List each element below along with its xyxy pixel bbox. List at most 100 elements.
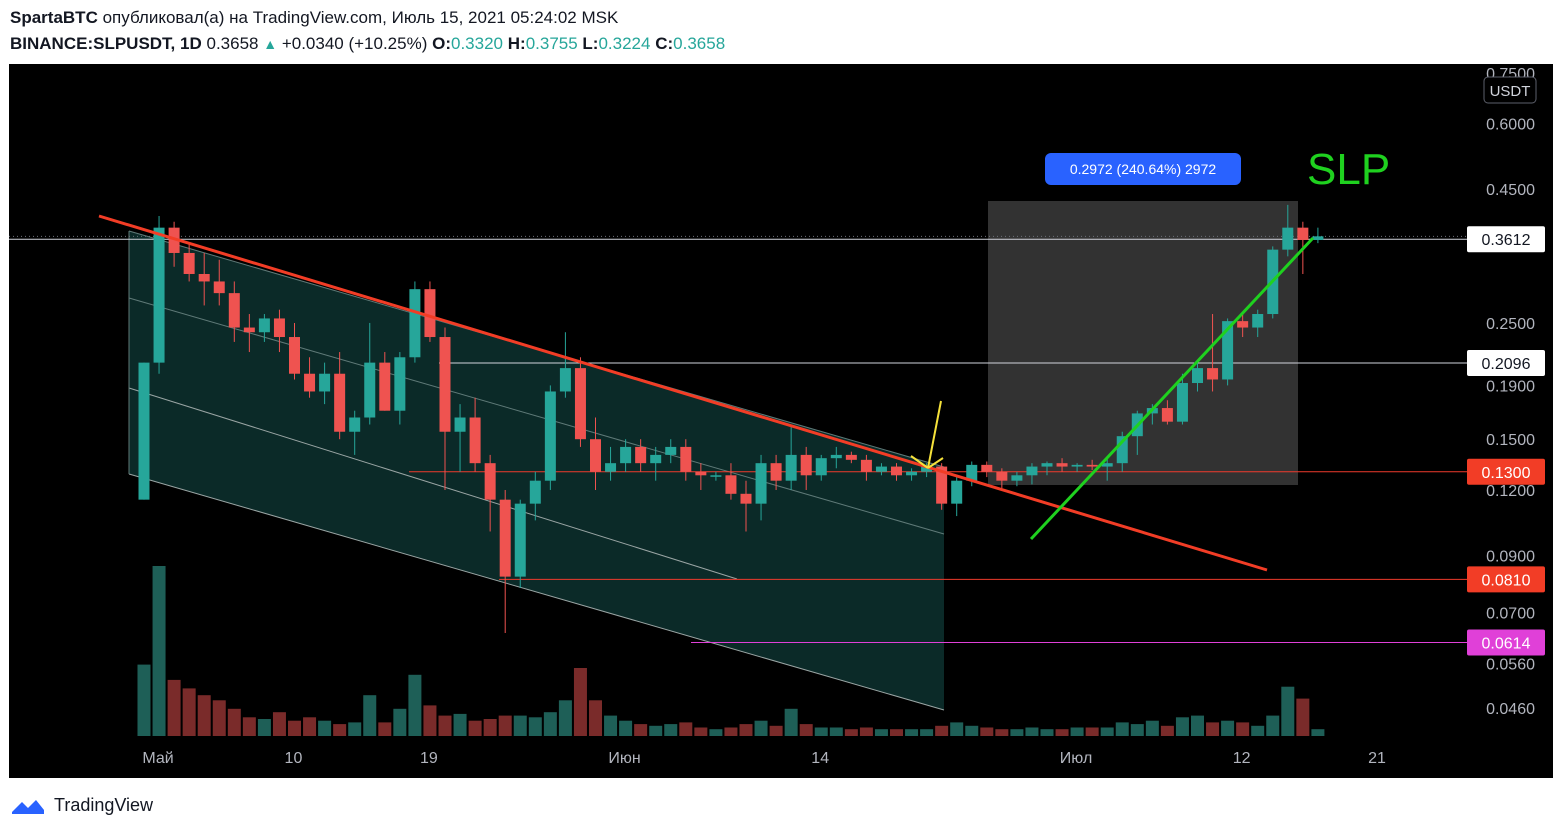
- candle-body[interactable]: [304, 373, 316, 392]
- candle-body[interactable]: [469, 417, 481, 464]
- candle-body[interactable]: [635, 446, 647, 464]
- candle-body[interactable]: [891, 466, 902, 476]
- candle-body[interactable]: [590, 439, 601, 472]
- candle-body[interactable]: [364, 362, 376, 418]
- candle-body[interactable]: [198, 273, 210, 282]
- candle-body[interactable]: [559, 368, 571, 392]
- candle-body[interactable]: [830, 454, 842, 459]
- price-level-tag[interactable]: [1467, 458, 1545, 485]
- candle-body[interactable]: [574, 368, 586, 440]
- candle-body[interactable]: [183, 252, 195, 274]
- candle-body[interactable]: [1176, 383, 1188, 422]
- candle-body[interactable]: [755, 463, 767, 504]
- candle-body[interactable]: [966, 464, 978, 481]
- candle-body[interactable]: [1116, 436, 1128, 464]
- candle-body[interactable]: [499, 499, 511, 577]
- candle-body[interactable]: [273, 318, 285, 338]
- candle-body[interactable]: [1222, 321, 1234, 380]
- candle-body[interactable]: [529, 480, 541, 504]
- candle-body[interactable]: [1282, 227, 1294, 250]
- price-level-tag[interactable]: [1467, 350, 1545, 377]
- candle-body[interactable]: [379, 362, 391, 411]
- candle-body[interactable]: [243, 327, 255, 333]
- volume-bar: [423, 705, 437, 736]
- candle-body[interactable]: [153, 227, 165, 363]
- tradingview-brand[interactable]: TradingView: [54, 795, 154, 815]
- candle-body[interactable]: [785, 454, 797, 481]
- candle-body[interactable]: [289, 337, 300, 374]
- candle-body[interactable]: [906, 471, 918, 476]
- candle-body[interactable]: [605, 463, 617, 472]
- candle-body[interactable]: [695, 471, 707, 476]
- candle-body[interactable]: [740, 493, 752, 504]
- candle-body[interactable]: [439, 337, 451, 432]
- candle-body[interactable]: [1071, 464, 1083, 467]
- price-level-tag-label: 0.2096: [1482, 356, 1531, 373]
- candle-body[interactable]: [1237, 321, 1249, 328]
- candle-body[interactable]: [710, 475, 722, 477]
- candle-body[interactable]: [981, 464, 993, 472]
- candle-body[interactable]: [1056, 463, 1068, 467]
- candle-body[interactable]: [1026, 466, 1038, 476]
- candle-body[interactable]: [1086, 464, 1098, 467]
- price-chart[interactable]: 0.0460 0.0560 0.0700 0.0900 0.1200 0.1500 0.19…: [9, 64, 1553, 778]
- candle-body[interactable]: [815, 458, 827, 476]
- candle-body[interactable]: [394, 357, 406, 411]
- candle-body[interactable]: [725, 475, 737, 494]
- candle-body[interactable]: [996, 471, 1008, 481]
- chart-pane[interactable]: 0.0460 0.0560 0.0700 0.0900 0.1200 0.1500 0.19…: [9, 64, 1553, 778]
- candle-body[interactable]: [650, 454, 662, 464]
- candle-body[interactable]: [1297, 227, 1309, 240]
- candle-body[interactable]: [1312, 236, 1324, 240]
- candle-body[interactable]: [951, 480, 963, 504]
- price-level-tag[interactable]: [1467, 566, 1545, 593]
- candle-body[interactable]: [454, 417, 466, 432]
- close-label: C:: [655, 34, 674, 53]
- candle-body[interactable]: [334, 373, 346, 432]
- last-price: 0.3658: [206, 34, 259, 53]
- candle-body[interactable]: [1161, 408, 1173, 422]
- candle-body[interactable]: [770, 463, 782, 481]
- symbol-name[interactable]: BINANCE:SLPUSDT, 1D: [10, 34, 202, 53]
- candle-body[interactable]: [544, 391, 556, 481]
- candle-body[interactable]: [1041, 463, 1053, 467]
- candle-body[interactable]: [514, 503, 526, 577]
- volume-bar: [950, 722, 964, 736]
- candle-body[interactable]: [424, 289, 436, 338]
- candle-body[interactable]: [349, 417, 361, 432]
- candle-body[interactable]: [936, 466, 948, 504]
- author-name[interactable]: SpartaBTC: [10, 8, 98, 27]
- candle-body[interactable]: [1011, 475, 1023, 481]
- candle-body[interactable]: [860, 459, 872, 472]
- candle-body[interactable]: [213, 281, 225, 294]
- descending-trendline[interactable]: [98, 214, 1268, 572]
- candle-body[interactable]: [258, 318, 270, 333]
- volume-bar: [1100, 727, 1114, 736]
- candle-body[interactable]: [484, 463, 496, 500]
- ascending-support-line[interactable]: [1029, 236, 1315, 541]
- unit-badge[interactable]: [1483, 76, 1537, 104]
- candle-body[interactable]: [800, 454, 812, 476]
- volume-bar: [1040, 729, 1054, 736]
- candle-body[interactable]: [921, 466, 933, 472]
- candle-body[interactable]: [665, 446, 677, 455]
- candle-body[interactable]: [409, 289, 421, 358]
- candle-body[interactable]: [875, 466, 887, 472]
- volume-bar: [634, 724, 648, 736]
- volume-bar: [498, 715, 512, 736]
- published-text: опубликовал(а) на TradingView.com, Июль …: [102, 8, 619, 27]
- candle-body[interactable]: [1101, 463, 1113, 467]
- candle-body[interactable]: [138, 362, 150, 500]
- volume-bar: [242, 717, 256, 736]
- candle-body[interactable]: [228, 293, 240, 328]
- candle-body[interactable]: [1252, 314, 1264, 328]
- candle-body[interactable]: [1192, 368, 1203, 384]
- candle-body[interactable]: [1207, 368, 1219, 380]
- tradingview-logo-icon[interactable]: [10, 796, 46, 816]
- candle-body[interactable]: [845, 454, 857, 460]
- candle-body[interactable]: [620, 446, 632, 464]
- candle-body[interactable]: [680, 446, 692, 472]
- price-level-tag[interactable]: [1467, 629, 1545, 656]
- price-level-tag[interactable]: [1467, 226, 1545, 253]
- candle-body[interactable]: [319, 373, 331, 392]
